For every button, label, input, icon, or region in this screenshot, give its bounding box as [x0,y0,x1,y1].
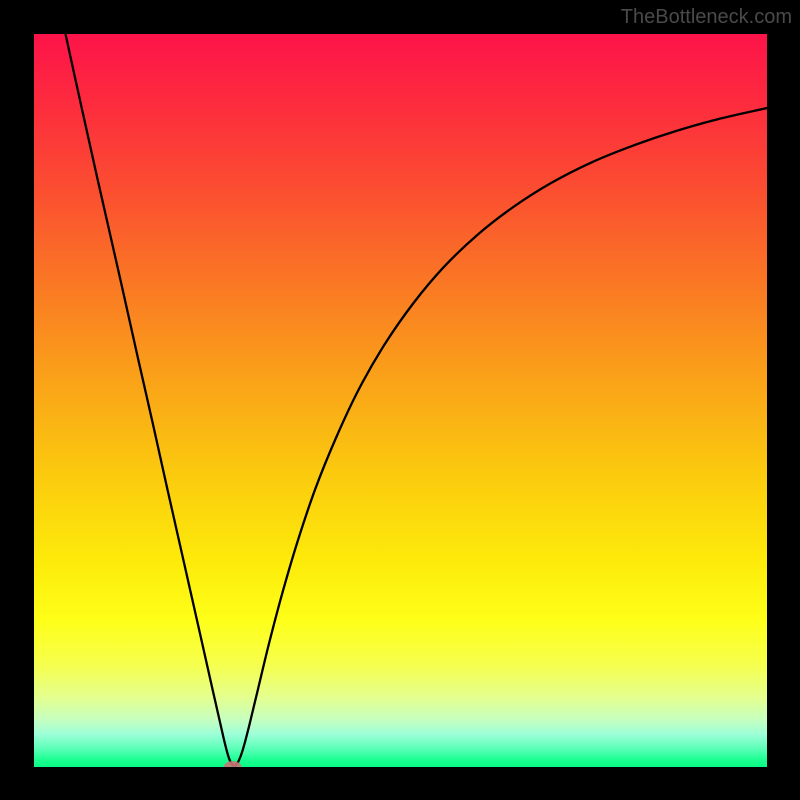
gradient-background [34,34,767,767]
plot-area [34,34,767,767]
watermark-text: TheBottleneck.com [621,6,792,29]
bottleneck-chart [34,34,767,767]
